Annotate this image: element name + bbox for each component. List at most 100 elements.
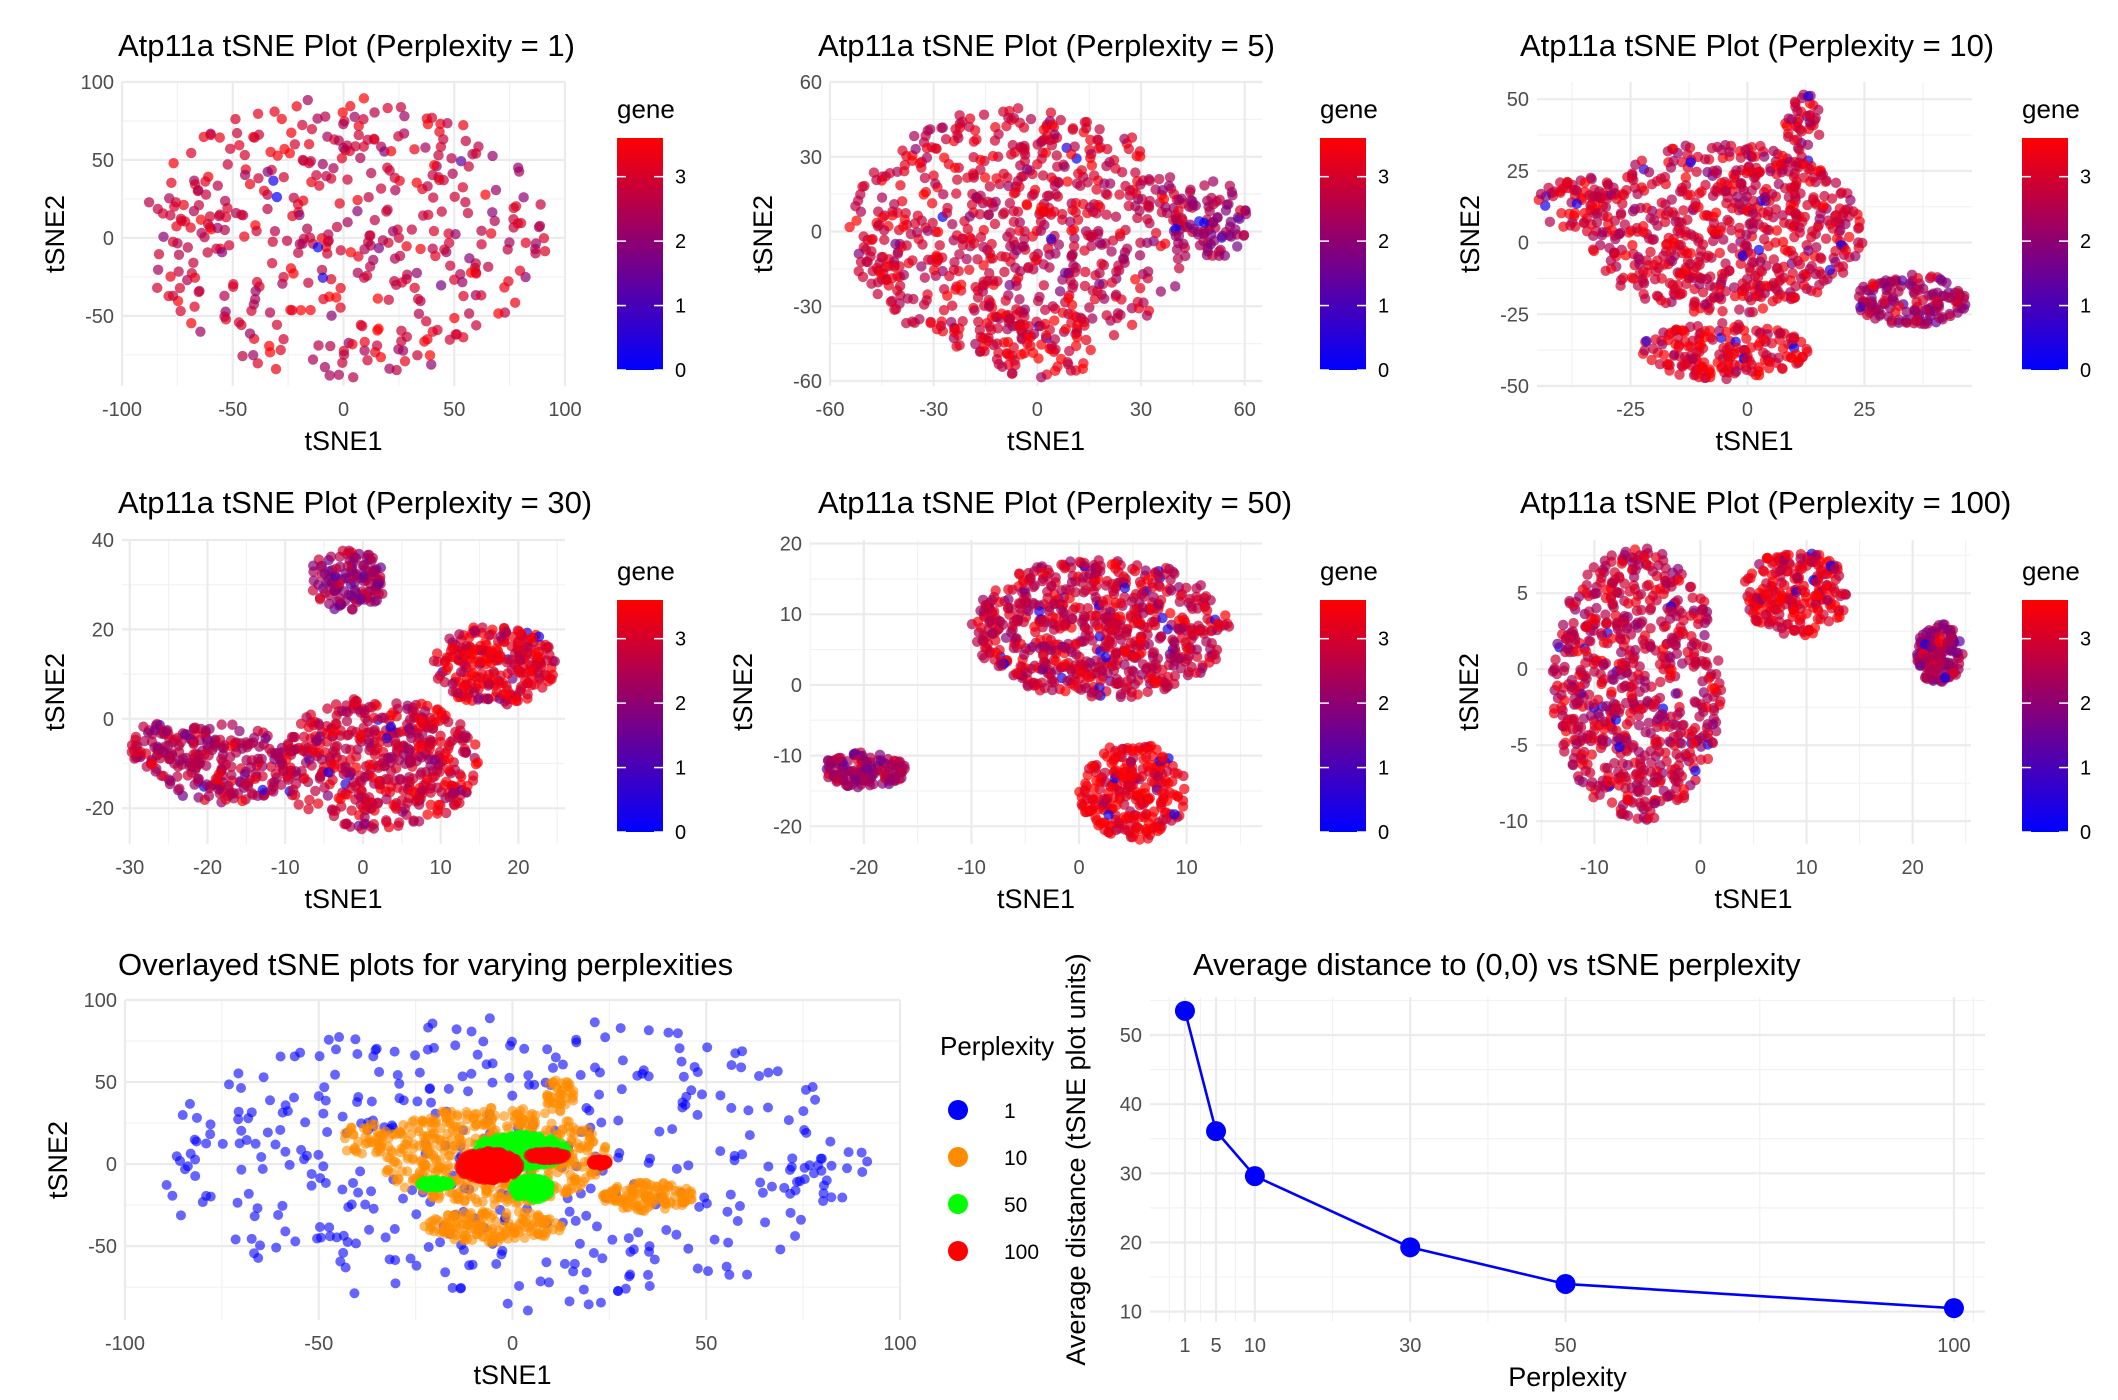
data-point [312, 113, 323, 124]
data-point [897, 145, 908, 156]
data-point [1699, 210, 1710, 221]
data-point [1125, 756, 1137, 767]
data-point [1108, 330, 1120, 341]
data-point [1003, 180, 1014, 192]
data-point [193, 199, 205, 211]
data-point [353, 120, 364, 132]
colorbar-tick-label: 0 [675, 822, 686, 844]
data-point [267, 236, 278, 247]
data-point [972, 616, 984, 627]
data-point [365, 230, 376, 241]
data-point [444, 334, 456, 345]
data-point [1788, 332, 1799, 344]
data-point [1165, 585, 1177, 596]
data-point [866, 278, 877, 289]
data-point [502, 244, 513, 255]
data-point [1110, 289, 1122, 300]
data-point [392, 703, 404, 715]
data-point [1591, 217, 1603, 228]
data-point [1826, 193, 1838, 204]
data-point [898, 269, 910, 281]
data-point [1220, 205, 1232, 216]
colorbar-tick-label: 2 [2080, 231, 2091, 253]
data-point [331, 563, 342, 574]
data-point [890, 238, 901, 250]
data-point [335, 793, 346, 805]
data-point [1100, 776, 1111, 787]
data-point [925, 317, 936, 329]
data-point [1067, 123, 1079, 134]
data-point [407, 786, 418, 797]
data-point [1044, 262, 1055, 273]
data-point [522, 689, 533, 700]
data-point [1918, 283, 1929, 294]
data-point [1016, 349, 1027, 360]
data-point [954, 110, 965, 121]
data-point [1081, 116, 1093, 128]
y-tick-label: 5 [1517, 583, 1528, 605]
data-point [383, 294, 394, 306]
chart-title: Atp11a tSNE Plot (Perplexity = 100) [1520, 485, 2011, 520]
data-point [446, 153, 457, 164]
data-point [1025, 340, 1036, 352]
colorbar [1320, 600, 1366, 832]
data-point [995, 616, 1006, 627]
data-point [1674, 270, 1685, 281]
data-point [372, 293, 384, 304]
data-point [1021, 164, 1033, 175]
data-point [1097, 596, 1108, 607]
data-point [313, 579, 324, 590]
data-point [1080, 778, 1091, 789]
data-point [1651, 290, 1663, 302]
data-point [429, 159, 440, 171]
data-point [1717, 306, 1728, 317]
data-point [503, 276, 514, 287]
data-point [921, 152, 933, 163]
data-point [147, 758, 158, 770]
data-point [938, 189, 949, 200]
data-point [1086, 760, 1098, 772]
data-point [1177, 795, 1189, 806]
data-point [831, 775, 843, 786]
data-point [1597, 226, 1608, 238]
data-point [1734, 304, 1745, 315]
data-point [1620, 250, 1631, 261]
data-point [283, 745, 294, 757]
data-point [1050, 655, 1061, 667]
data-point [326, 310, 337, 321]
data-point [317, 272, 329, 283]
data-point [268, 786, 279, 797]
data-point [1191, 644, 1202, 655]
data-point [996, 251, 1007, 262]
data-point [401, 331, 412, 343]
data-point [1118, 253, 1129, 264]
data-point [1670, 688, 1681, 699]
data-point [236, 209, 247, 220]
colorbar-tick-label: 3 [675, 629, 686, 651]
data-point [1001, 347, 1013, 359]
data-point [1041, 190, 1053, 202]
data-point [1937, 311, 1948, 323]
data-point [465, 267, 477, 278]
y-axis-title: tSNE2 [1454, 653, 1484, 731]
data-point [1007, 368, 1018, 379]
data-point [342, 560, 354, 572]
data-point [359, 771, 370, 783]
data-point [158, 231, 169, 242]
data-point [449, 191, 460, 202]
data-point [889, 775, 901, 786]
data-point [1731, 366, 1742, 377]
data-point [1115, 309, 1126, 321]
data-point [368, 726, 380, 737]
data-point [1056, 208, 1068, 220]
x-tick-label: 0 [338, 399, 349, 421]
data-point [1144, 175, 1155, 187]
data-point [1069, 141, 1080, 152]
data-point [175, 213, 187, 225]
data-point [1571, 198, 1583, 209]
x-tick-label: -50 [218, 399, 247, 421]
data-point [1885, 284, 1897, 296]
data-point [889, 261, 900, 272]
data-point [1169, 637, 1180, 648]
